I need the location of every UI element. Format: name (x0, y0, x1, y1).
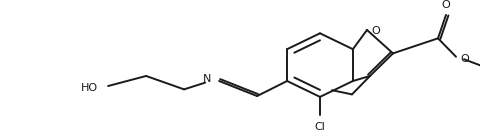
Text: O: O (371, 26, 380, 36)
Text: N: N (203, 74, 211, 84)
Text: Cl: Cl (314, 122, 325, 132)
Text: HO: HO (81, 83, 98, 93)
Text: O: O (460, 54, 469, 64)
Text: O: O (442, 0, 450, 10)
